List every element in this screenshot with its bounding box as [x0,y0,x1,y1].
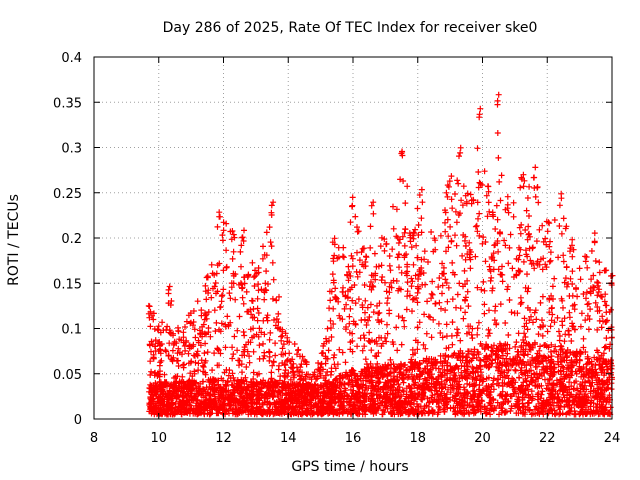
x-tick-label: 12 [215,431,232,446]
x-tick-label: 18 [409,431,426,446]
y-tick-label: 0.35 [53,96,82,111]
axis-ticks [93,56,613,420]
y-tick-label: 0.05 [53,368,82,383]
series-ske0-points [145,91,616,418]
x-tick-labels: 8 10 12 14 16 18 20 22 24 [90,431,620,446]
x-axis-label: GPS time / hours [291,459,408,475]
y-tick-label: 0.3 [61,142,82,157]
x-tick-label: 24 [604,431,621,446]
y-tick-labels: 0 0.05 0.1 0.15 0.2 0.25 0.3 0.35 0.4 [53,51,82,428]
y-tick-label: 0 [74,413,82,428]
y-tick-label: 0.25 [53,187,82,202]
y-tick-label: 0.15 [53,277,82,292]
x-tick-label: 10 [150,431,167,446]
x-tick-label: 16 [345,431,362,446]
x-tick-label: 20 [474,431,491,446]
data-points [145,91,616,418]
x-tick-label: 8 [90,431,98,446]
y-axis-label: ROTI / TECUs [6,194,22,286]
y-tick-label: 0.4 [61,51,82,66]
chart-title: Day 286 of 2025, Rate Of TEC Index for r… [163,20,538,36]
x-tick-label: 14 [280,431,297,446]
y-tick-label: 0.1 [61,323,82,338]
y-tick-label: 0.2 [61,232,82,247]
x-tick-label: 22 [539,431,556,446]
